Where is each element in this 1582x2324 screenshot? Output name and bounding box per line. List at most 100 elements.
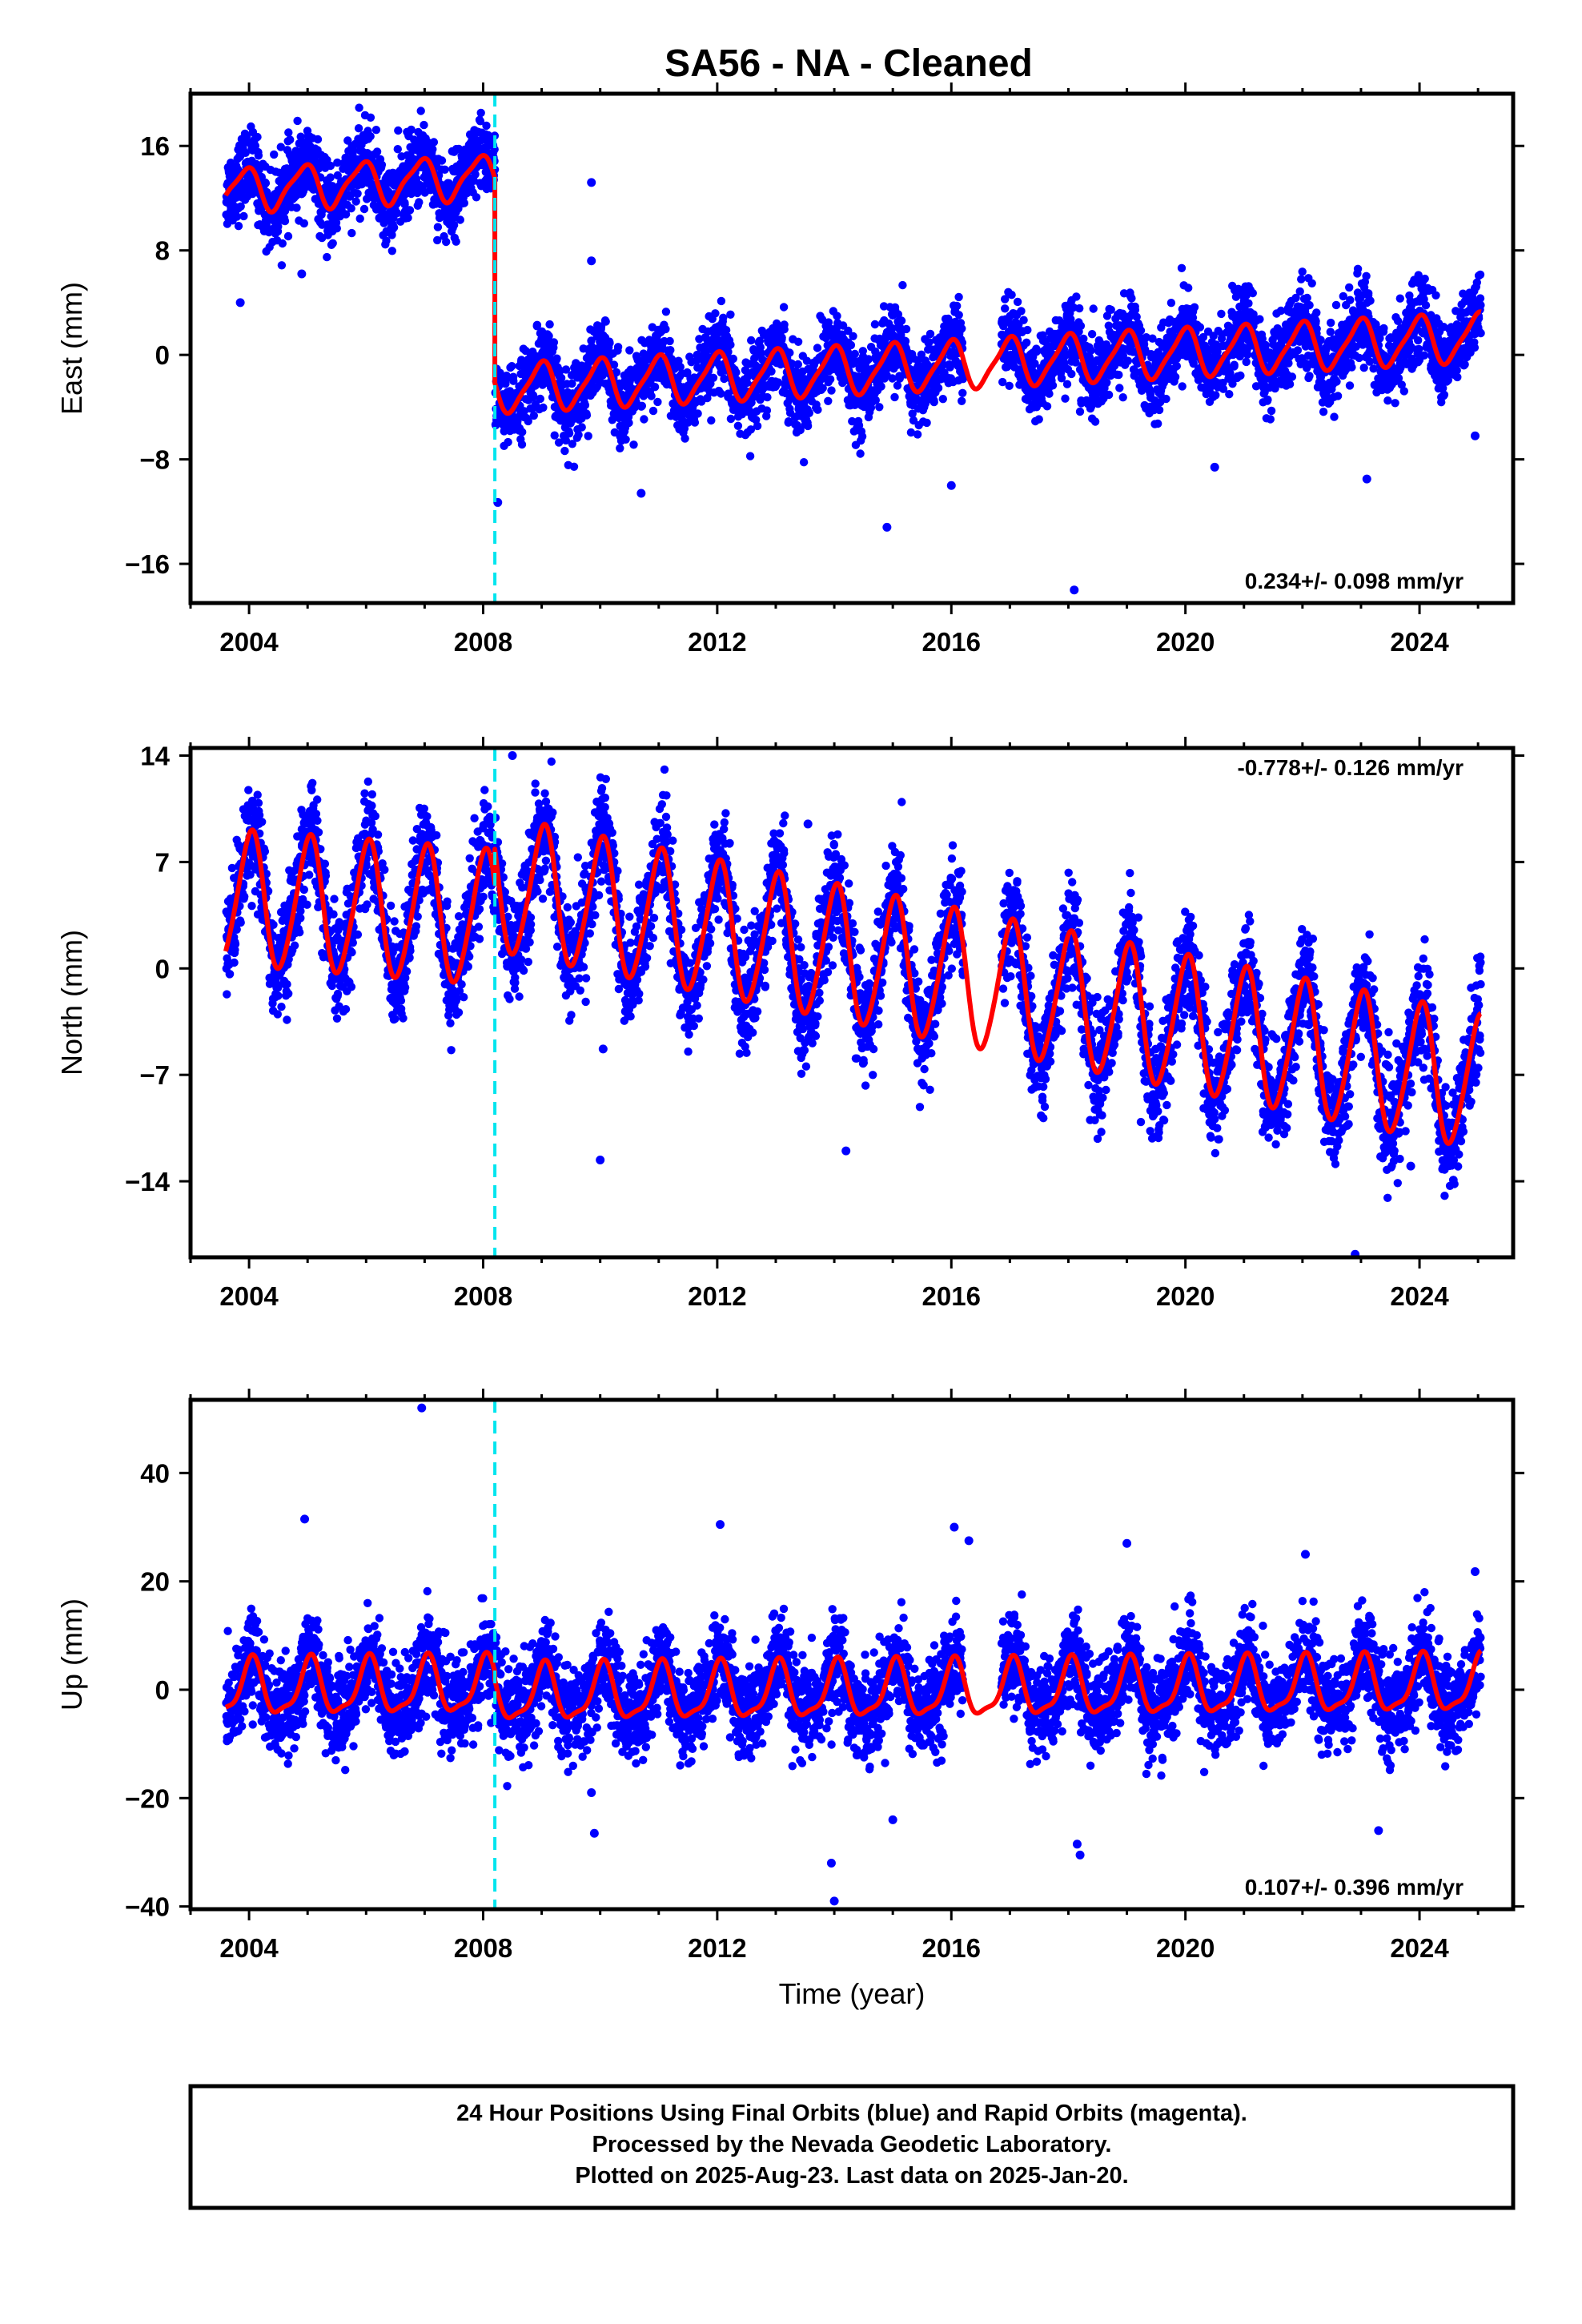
data-point — [1353, 264, 1363, 273]
data-point — [261, 179, 271, 187]
data-point — [277, 261, 287, 270]
data-point — [341, 210, 351, 219]
data-point — [954, 311, 963, 320]
data-point — [890, 392, 899, 402]
data-point — [332, 224, 341, 233]
data-point — [1017, 307, 1026, 316]
data-point — [333, 171, 342, 180]
data-point — [326, 173, 335, 182]
data-point — [650, 383, 660, 392]
data-point — [1419, 351, 1429, 360]
data-point — [569, 462, 579, 471]
data-point — [629, 440, 638, 449]
data-point — [1420, 274, 1429, 283]
data-point — [251, 141, 260, 151]
data-point — [241, 148, 250, 157]
data-point — [693, 409, 702, 418]
data-point — [232, 212, 241, 221]
data-point — [394, 126, 403, 135]
data-point — [1007, 291, 1016, 300]
data-point — [661, 324, 670, 334]
data-point — [681, 434, 689, 443]
data-point — [1305, 300, 1314, 310]
data-point — [717, 296, 726, 306]
data-point — [762, 406, 772, 415]
data-point — [449, 220, 459, 230]
data-point — [803, 421, 813, 431]
data-point — [1072, 292, 1081, 301]
data-point — [283, 231, 293, 241]
data-point — [333, 158, 342, 167]
data-point — [359, 204, 369, 214]
plot-area-east — [222, 94, 1485, 603]
data-point — [938, 395, 948, 404]
data-point — [653, 397, 662, 407]
data-point — [420, 120, 428, 130]
data-point — [1062, 380, 1072, 388]
data-point — [347, 228, 356, 238]
data-point — [407, 125, 416, 135]
data-point — [1211, 391, 1220, 400]
data-point — [428, 145, 437, 154]
data-point — [648, 406, 658, 416]
data-point — [1123, 356, 1133, 365]
data-point — [825, 375, 835, 384]
data-point — [577, 423, 586, 432]
data-point — [354, 124, 363, 133]
data-point — [625, 346, 634, 355]
data-point — [793, 360, 802, 369]
data-point — [875, 403, 884, 412]
data-point — [930, 397, 938, 407]
data-point — [536, 394, 544, 404]
data-point — [1230, 360, 1239, 369]
data-point — [278, 239, 287, 248]
data-point — [270, 150, 279, 159]
data-point — [353, 189, 362, 198]
data-point — [254, 151, 263, 160]
data-point — [1178, 382, 1186, 391]
data-point — [780, 320, 789, 329]
data-point — [1395, 294, 1405, 303]
data-point — [371, 126, 381, 135]
data-point — [1090, 417, 1100, 426]
data-point — [763, 392, 772, 402]
data-point — [726, 310, 735, 319]
data-point — [549, 338, 559, 347]
data-point — [1045, 389, 1054, 398]
data-point — [326, 161, 335, 171]
data-point — [313, 135, 323, 144]
data-point — [504, 437, 512, 447]
data-point — [347, 204, 355, 213]
data-point — [1399, 387, 1409, 396]
data-point — [1048, 381, 1058, 390]
data-point — [733, 421, 743, 430]
data-point — [236, 202, 245, 211]
data-point — [1453, 372, 1462, 382]
data-point — [471, 170, 480, 179]
data-point — [877, 382, 885, 391]
data-point — [958, 388, 967, 397]
data-point — [1089, 304, 1098, 313]
data-point — [580, 400, 590, 410]
data-point — [517, 440, 527, 449]
data-point — [732, 368, 741, 377]
data-point — [343, 136, 352, 145]
data-point — [437, 156, 447, 165]
data-point — [1022, 338, 1031, 347]
data-point — [793, 337, 803, 346]
data-point — [1172, 361, 1182, 371]
data-point — [954, 292, 963, 302]
data-point — [1285, 380, 1295, 388]
data-point — [584, 432, 592, 440]
data-point — [1364, 289, 1373, 298]
data-point — [351, 197, 360, 206]
data-point — [299, 219, 308, 228]
data-point — [605, 339, 614, 348]
data-point — [1243, 350, 1252, 359]
data-point — [813, 344, 822, 352]
data-point — [1019, 316, 1028, 324]
data-point — [1366, 296, 1375, 305]
data-point — [1195, 323, 1205, 332]
data-point — [508, 362, 516, 371]
data-point — [1184, 283, 1193, 292]
